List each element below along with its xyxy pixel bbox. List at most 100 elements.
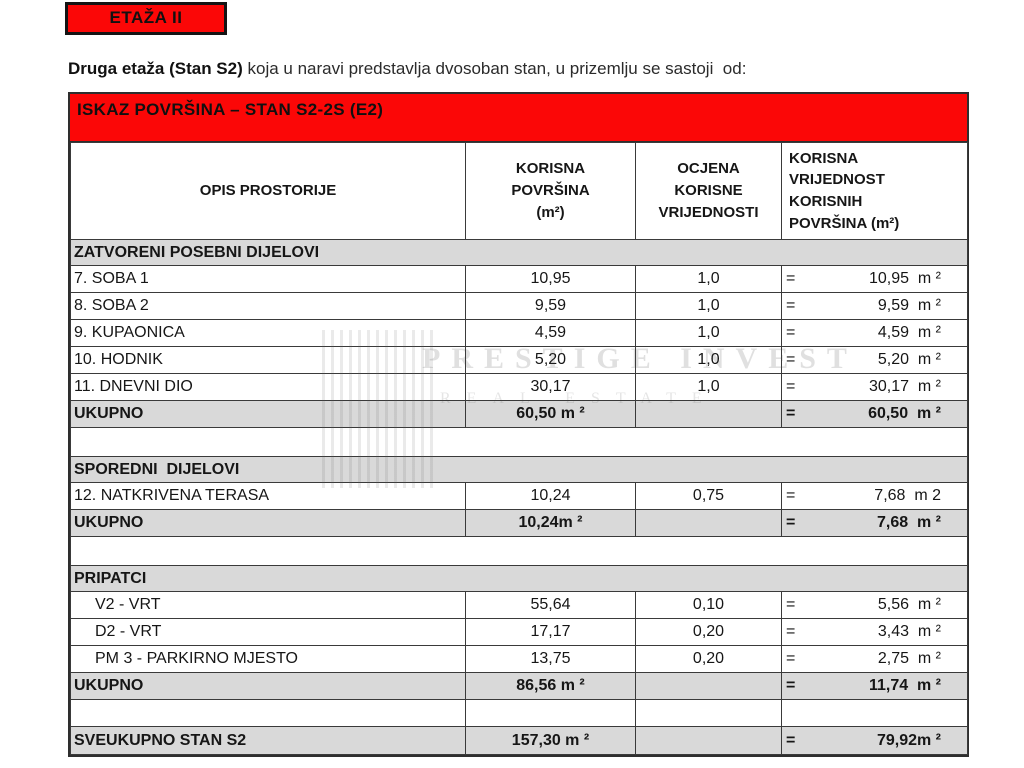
value-wrap: = 9,59 m ² (783, 294, 967, 319)
equals-sign: = (786, 351, 796, 368)
section-label: PRIPATCI (70, 565, 968, 592)
value-text: 10,95 m ² (868, 270, 941, 287)
value-wrap: = 30,17 m ² (783, 375, 967, 400)
value-wrap: = 5,20 m ² (783, 348, 967, 373)
cell-opis: 9. KUPAONICA (70, 319, 466, 347)
empty-cell (70, 699, 466, 727)
cell-area: 9,59 (465, 292, 636, 320)
value-wrap: = 3,43 m ² (783, 620, 967, 645)
equals-sign: = (786, 405, 796, 422)
cell-area: 60,50 m ² (465, 400, 636, 428)
spacer-cell (70, 536, 968, 566)
cell-opis: UKUPNO (70, 400, 466, 428)
equals-sign: = (786, 623, 796, 640)
equals-sign: = (786, 378, 796, 395)
cell-ratio: 0,20 (635, 618, 782, 646)
cell-ratio: 0,10 (635, 591, 782, 619)
area-table: OPIS PROSTORIJE KORISNA POVRŠINA (m²) OC… (70, 142, 968, 755)
cell-value: = 3,43 m ² (781, 618, 968, 646)
cell-value: = 60,50 m ² (781, 400, 968, 428)
section-label: SPOREDNI DIJELOVI (70, 456, 968, 483)
cell-opis: 11. DNEVNI DIO (70, 373, 466, 401)
cell-area: 86,56 m ² (465, 672, 636, 700)
table-row: 7. SOBA 1 10,95 1,0 = 10,95 m ² (70, 265, 968, 293)
cell-ratio (635, 400, 782, 428)
table-row: 11. DNEVNI DIO 30,17 1,0 = 30,17 m ² (70, 373, 968, 401)
section-header-row: PRIPATCI (70, 565, 968, 592)
equals-sign: = (786, 650, 796, 667)
subtotal-row: UKUPNO 60,50 m ² = 60,50 m ² (70, 400, 968, 428)
table-row: 10. HODNIK 5,20 1,0 = 5,20 m ² (70, 346, 968, 374)
cell-value: = 79,92m ² (781, 726, 968, 755)
table-row: PM 3 - PARKIRNO MJESTO 13,75 0,20 = 2,75 m ² (70, 645, 968, 673)
cell-area: 157,30 m ² (465, 726, 636, 755)
value-text: 79,92m ² (876, 731, 941, 749)
table-row: D2 - VRT 17,17 0,20 = 3,43 m ² (70, 618, 968, 646)
value-wrap: = 11,74 m ² (783, 674, 967, 699)
cell-value: = 11,74 m ² (781, 672, 968, 700)
equals-sign: = (786, 596, 796, 613)
cell-value: = 30,17 m ² (781, 373, 968, 401)
cell-value: = 10,95 m ² (781, 265, 968, 293)
cell-opis: PM 3 - PARKIRNO MJESTO (70, 645, 466, 673)
header-row: OPIS PROSTORIJE KORISNA POVRŠINA (m²) OC… (70, 142, 968, 240)
cell-area: 30,17 (465, 373, 636, 401)
spacer-row (70, 427, 968, 457)
subtotal-row: UKUPNO 86,56 m ² = 11,74 m ² (70, 672, 968, 700)
section-header-row: ZATVORENI POSEBNI DIJELOVI (70, 239, 968, 266)
table-row: 12. NATKRIVENA TERASA 10,24 0,75 = 7,68 m 2 (70, 482, 968, 510)
value-text: 7,68 m ² (876, 514, 941, 531)
spacer-cell (70, 427, 968, 457)
area-statement: ISKAZ POVRŠINA – STAN S2-2S (E2) OPIS PR… (68, 92, 969, 757)
cell-value: = 7,68 m ² (781, 509, 968, 537)
cell-area: 10,24 (465, 482, 636, 510)
value-text: 30,17 m ² (868, 378, 941, 395)
table-row: 9. KUPAONICA 4,59 1,0 = 4,59 m ² (70, 319, 968, 347)
subtotal-row: UKUPNO 10,24m ² = 7,68 m ² (70, 509, 968, 537)
section-label: ZATVORENI POSEBNI DIJELOVI (70, 239, 968, 266)
table-title-banner: ISKAZ POVRŠINA – STAN S2-2S (E2) (70, 94, 967, 142)
value-text: 5,20 m ² (877, 351, 941, 368)
cell-ratio (635, 509, 782, 537)
col-header-korisna-povrsina: KORISNA POVRŠINA (m²) (465, 142, 636, 240)
value-wrap: = 7,68 m ² (783, 511, 967, 536)
intro-bold-text: Druga etaža (Stan S2) (68, 59, 243, 78)
cell-ratio: 0,75 (635, 482, 782, 510)
table-row: 8. SOBA 2 9,59 1,0 = 9,59 m ² (70, 292, 968, 320)
floor-badge: ETAŽA II (65, 2, 227, 35)
cell-area: 17,17 (465, 618, 636, 646)
equals-sign: = (786, 731, 796, 749)
cell-value: = 5,20 m ² (781, 346, 968, 374)
section-header-row: SPOREDNI DIJELOVI (70, 456, 968, 483)
col-header-opis: OPIS PROSTORIJE (70, 142, 466, 240)
area-table-header: OPIS PROSTORIJE KORISNA POVRŠINA (m²) OC… (70, 142, 968, 240)
cell-area: 13,75 (465, 645, 636, 673)
cell-ratio: 1,0 (635, 292, 782, 320)
cell-opis: 10. HODNIK (70, 346, 466, 374)
cell-value: = 5,56 m ² (781, 591, 968, 619)
value-text: 2,75 m ² (877, 650, 941, 667)
equals-sign: = (786, 297, 796, 314)
cell-opis: D2 - VRT (70, 618, 466, 646)
cell-area: 10,95 (465, 265, 636, 293)
value-text: 4,59 m ² (877, 324, 941, 341)
value-text: 7,68 m 2 (874, 487, 941, 504)
cell-ratio: 1,0 (635, 265, 782, 293)
cell-opis: SVEUKUPNO STAN S2 (70, 726, 466, 755)
cell-value: = 4,59 m ² (781, 319, 968, 347)
equals-sign: = (786, 270, 796, 287)
empty-cell (465, 699, 636, 727)
empty-cell (635, 699, 782, 727)
cell-ratio: 1,0 (635, 319, 782, 347)
cell-opis: 12. NATKRIVENA TERASA (70, 482, 466, 510)
col-header-korisna-vrijednost: KORISNA VRIJEDNOST KORISNIH POVRŠINA (m²… (781, 142, 968, 240)
intro-regular-text: koja u naravi predstavlja dvosoban stan,… (242, 59, 747, 78)
equals-sign: = (786, 487, 796, 504)
table-row: V2 - VRT 55,64 0,10 = 5,56 m ² (70, 591, 968, 619)
cell-value: = 9,59 m ² (781, 292, 968, 320)
equals-sign: = (786, 677, 796, 694)
grand-total-row: SVEUKUPNO STAN S2 157,30 m ² = 79,92m ² (70, 726, 968, 755)
value-wrap: = 4,59 m ² (783, 321, 967, 346)
value-text: 60,50 m ² (868, 405, 941, 422)
cell-area: 55,64 (465, 591, 636, 619)
